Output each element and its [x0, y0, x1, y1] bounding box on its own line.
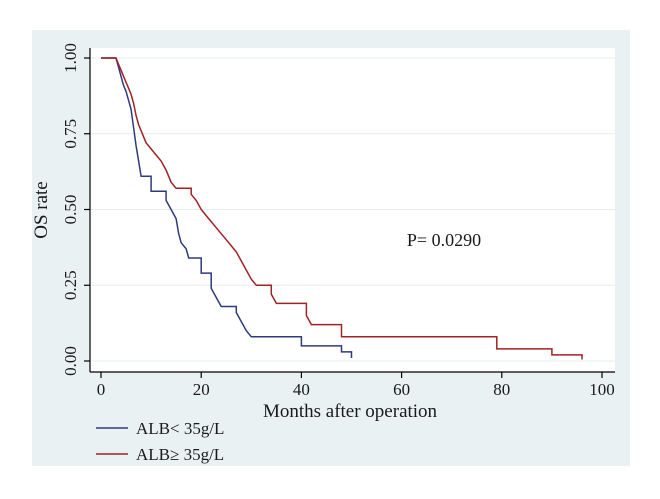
y-tick-label: 1.00 — [61, 43, 80, 73]
y-axis-title: OS rate — [31, 181, 52, 239]
y-tick-label: 0.50 — [61, 195, 80, 225]
series-line-alb-high — [101, 57, 583, 360]
y-tick-label: 0.25 — [61, 270, 80, 300]
x-tick-label: 80 — [493, 380, 510, 399]
x-tick-label: 60 — [393, 380, 410, 399]
legend-label-low: ALB< 35g/L — [136, 419, 224, 438]
series-line-alb-low — [101, 57, 353, 358]
y-axis-ticks: 0.00 0.25 0.50 0.75 1.00 — [61, 43, 90, 376]
x-tick-label: 20 — [193, 380, 210, 399]
x-tick-label: 40 — [293, 380, 310, 399]
y-tick-label: 0.00 — [61, 346, 80, 376]
x-tick-label: 0 — [97, 380, 106, 399]
legend-label-high: ALB≥ 35g/L — [136, 445, 224, 464]
y-tick-label: 0.75 — [61, 119, 80, 149]
series-layer — [101, 57, 583, 360]
x-tick-label: 100 — [589, 380, 615, 399]
p-value-annotation: P= 0.0290 — [407, 230, 481, 250]
legend: ALB< 35g/L ALB≥ 35g/L — [96, 419, 224, 464]
x-axis-title: Months after operation — [263, 401, 438, 422]
grid-lines — [90, 57, 615, 362]
x-axis-ticks: 0 20 40 60 80 100 — [97, 372, 615, 399]
